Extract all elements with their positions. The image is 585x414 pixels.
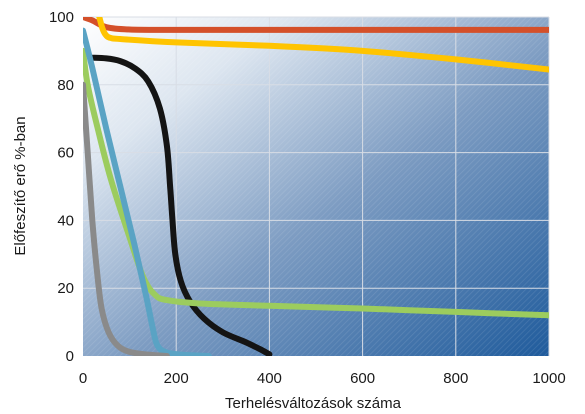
- series-line-3: [89, 54, 273, 356]
- y-tick-label: 60: [57, 145, 74, 162]
- series-line-2: [96, 17, 549, 73]
- series-line-6: [83, 81, 170, 356]
- x-tick-label: 600: [350, 370, 375, 387]
- y-tick-label: 80: [57, 77, 74, 94]
- series-line-4: [83, 47, 549, 319]
- series-lines: [83, 17, 549, 356]
- y-axis-label: Előfeszítő erő %-ban: [12, 116, 29, 255]
- y-axis-ticks: 0 20 40 60 80 100: [49, 9, 74, 365]
- x-tick-label: 0: [79, 370, 87, 387]
- grid-lines: [83, 16, 550, 356]
- series-line-5: [83, 27, 212, 356]
- x-tick-label: 200: [164, 370, 189, 387]
- x-tick-label: 1000: [532, 370, 565, 387]
- x-axis-label: Terhelésváltozások száma: [225, 395, 402, 412]
- y-tick-label: 0: [66, 348, 74, 365]
- y-tick-label: 100: [49, 9, 74, 26]
- x-axis-ticks: 0 200 400 600 800 1000: [79, 370, 566, 387]
- x-tick-label: 400: [257, 370, 282, 387]
- x-tick-label: 800: [443, 370, 468, 387]
- y-tick-label: 20: [57, 280, 74, 297]
- y-tick-label: 40: [57, 212, 74, 229]
